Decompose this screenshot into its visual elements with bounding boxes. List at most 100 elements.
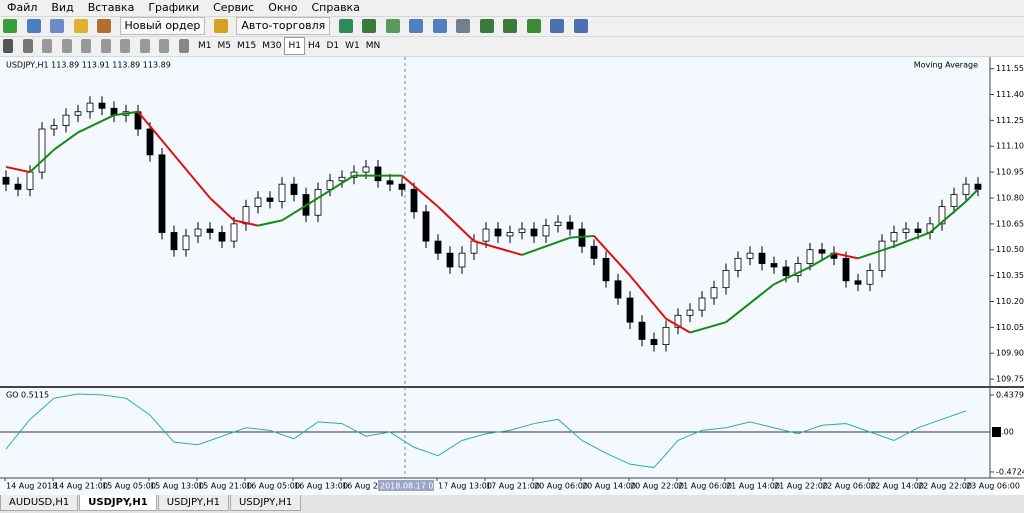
- tab-bar: AUDUSD,H1 USDJPY,H1 USDJPY,H1 USDJPY,H1: [0, 495, 1024, 513]
- oscillator-label: GO 0.5115: [6, 391, 49, 400]
- candle-body: [458, 252, 466, 268]
- moving-average-segment: [965, 188, 979, 203]
- time-label: 22 Aug 06:00: [822, 482, 876, 491]
- candle-body: [902, 228, 910, 233]
- candle-body: [734, 257, 742, 271]
- moving-average-segment: [257, 219, 283, 227]
- time-label: 16 Aug 21:00: [342, 482, 396, 491]
- candle-body: [878, 240, 886, 271]
- icon[interactable]: [81, 39, 91, 53]
- candle-body: [758, 252, 766, 264]
- icon[interactable]: [100, 39, 111, 53]
- candle-body: [254, 197, 262, 208]
- icon[interactable]: [550, 19, 565, 33]
- candle-body: [494, 228, 502, 237]
- timeframe-button[interactable]: MN: [365, 41, 381, 51]
- icon[interactable]: [120, 39, 130, 53]
- chart-tab[interactable]: USDJPY,H1: [79, 495, 157, 511]
- icon[interactable]: [456, 19, 471, 33]
- menu-item[interactable]: Вид: [51, 1, 74, 14]
- candle-body: [374, 166, 382, 182]
- menu-item[interactable]: Вставка: [87, 1, 135, 14]
- icon[interactable]: [73, 19, 88, 33]
- candle-body: [506, 232, 514, 237]
- icon[interactable]: [139, 39, 150, 53]
- moving-average-segment: [281, 197, 319, 222]
- moving-average-segment: [929, 200, 967, 234]
- price-axis: [990, 57, 1024, 495]
- oscillator-line: [5, 393, 967, 469]
- icon[interactable]: [479, 19, 494, 33]
- moving-average-segment: [857, 245, 895, 260]
- menu-item[interactable]: Графики: [148, 1, 200, 14]
- timeframe-button[interactable]: M1: [198, 41, 212, 51]
- timeframe-button[interactable]: M30: [262, 41, 282, 51]
- menu-item[interactable]: Сервис: [213, 1, 255, 14]
- icon[interactable]: [26, 19, 41, 33]
- icon[interactable]: [159, 39, 169, 53]
- timeframe-button[interactable]: W1: [345, 41, 360, 51]
- candle-body: [170, 232, 178, 251]
- candle-body: [842, 257, 850, 282]
- candle-body: [890, 232, 898, 242]
- moving-average-segment: [521, 236, 571, 256]
- oscillator-tick-label: -0.4724: [996, 467, 1024, 476]
- candle-body: [230, 223, 238, 242]
- icon[interactable]: [213, 19, 228, 33]
- chart-tab[interactable]: USDJPY,H1: [229, 495, 302, 511]
- icon[interactable]: [362, 19, 377, 33]
- price-label: 109.90: [996, 349, 1024, 358]
- icon[interactable]: [385, 19, 400, 33]
- icon[interactable]: [573, 19, 588, 33]
- price-label: 109.75: [996, 375, 1024, 384]
- chart-tab[interactable]: USDJPY,H1: [157, 495, 229, 511]
- moving-average-segment: [665, 317, 691, 334]
- menu-item[interactable]: Окно: [268, 1, 298, 14]
- timeframe-button[interactable]: H4: [307, 41, 321, 51]
- time-label: 15 Aug 13:00: [150, 482, 204, 491]
- candle-body: [854, 280, 862, 285]
- icon[interactable]: [503, 19, 518, 33]
- icon[interactable]: [97, 19, 111, 33]
- candle-body: [422, 211, 430, 242]
- icon[interactable]: [3, 39, 13, 53]
- icon[interactable]: [42, 39, 52, 53]
- candle-body: [950, 194, 958, 208]
- menu-item[interactable]: Файл: [7, 1, 38, 14]
- candle-body: [50, 125, 58, 130]
- candle-body: [86, 102, 94, 113]
- indicator-label: Moving Average: [914, 61, 978, 70]
- timeframe-button[interactable]: D1: [326, 41, 340, 51]
- time-label: 15 Aug 05:00: [102, 482, 156, 491]
- icon[interactable]: [50, 19, 64, 33]
- icon[interactable]: [3, 19, 17, 33]
- timeframe-button[interactable]: M15: [237, 41, 257, 51]
- candle-body: [146, 128, 154, 156]
- moving-average-segment: [137, 111, 175, 156]
- candle-body: [626, 297, 634, 323]
- price-label: 110.65: [996, 219, 1024, 228]
- icon[interactable]: [61, 39, 72, 53]
- moving-average-segment: [833, 252, 859, 260]
- candle-body: [338, 176, 346, 182]
- icon[interactable]: [526, 19, 541, 33]
- timeframe-button[interactable]: M5: [217, 41, 232, 51]
- time-label: 16 Aug 13:00: [294, 482, 348, 491]
- price-label: 110.35: [996, 271, 1024, 280]
- chart-tab[interactable]: AUDUSD,H1: [0, 495, 79, 511]
- icon[interactable]: [22, 39, 33, 53]
- menu-item[interactable]: Справка: [311, 1, 360, 14]
- candle-body: [518, 228, 526, 233]
- icon[interactable]: [178, 39, 189, 53]
- moving-average-segment: [209, 197, 235, 222]
- icon[interactable]: [432, 19, 447, 33]
- timeframe-button[interactable]: H1: [284, 37, 305, 55]
- candle-body: [650, 339, 658, 346]
- time-label: 23 Aug 06:00: [966, 482, 1020, 491]
- icon[interactable]: [338, 19, 353, 33]
- auto-trading-button[interactable]: Авто-торговля: [236, 17, 331, 35]
- new-order-button[interactable]: Новый ордер: [119, 17, 206, 35]
- moving-average-segment: [437, 205, 475, 242]
- moving-average-segment: [317, 174, 355, 199]
- icon[interactable]: [409, 19, 424, 33]
